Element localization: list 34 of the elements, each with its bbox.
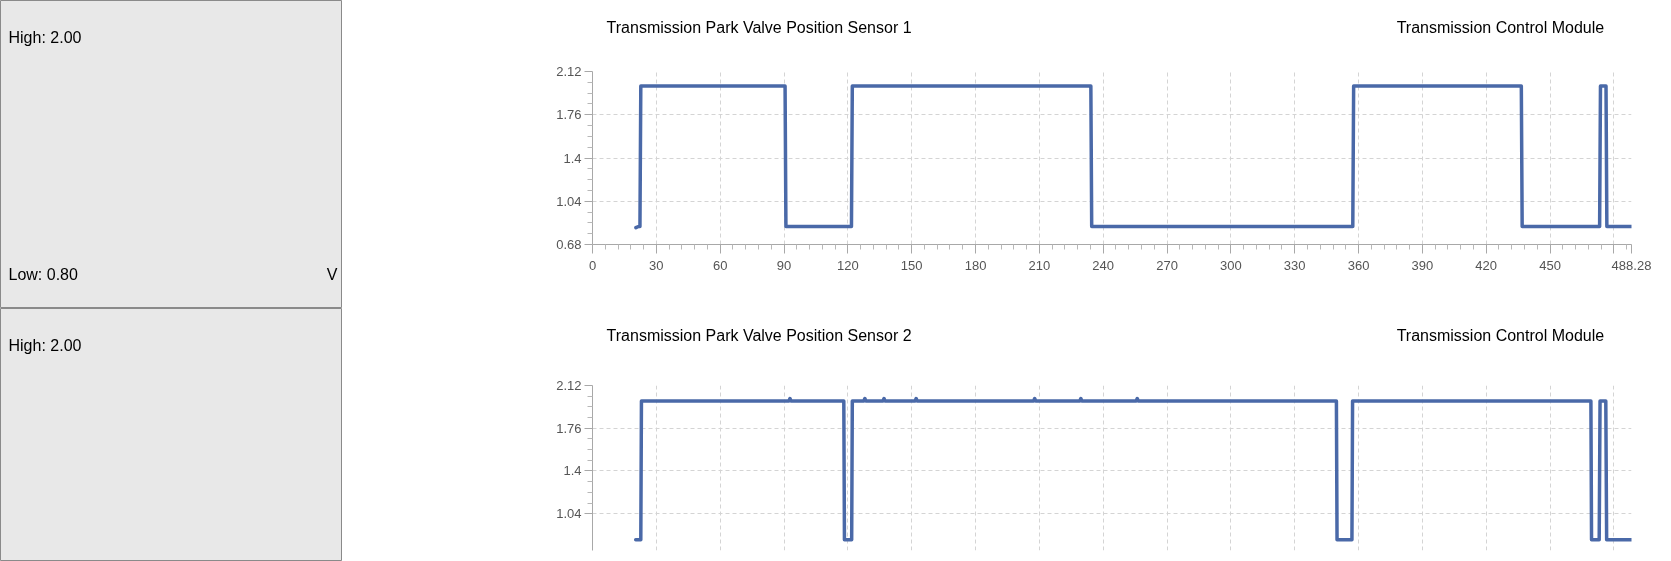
x-tick-label: 300 xyxy=(1220,257,1242,273)
y-tick-label: 0.68 xyxy=(556,237,582,252)
x-tick-label: 60 xyxy=(712,257,728,273)
x-tick-label: 390 xyxy=(1411,257,1434,273)
x-tick-label: 180 xyxy=(964,257,987,273)
x-tick-label: 120 xyxy=(837,257,859,273)
x-tick-label: 420 xyxy=(1475,257,1498,273)
text: High: 2.00 xyxy=(8,337,82,354)
x-tick-label: 330 xyxy=(1283,257,1306,273)
chart-title: Transmission Park Valve Position Sensor 2 xyxy=(606,327,912,344)
chart-subtitle: Transmission Control Module xyxy=(1396,19,1605,36)
x-tick-label: 150 xyxy=(900,257,923,273)
x-tick-label: 270 xyxy=(1156,257,1178,273)
y-tick-label: 2.12 xyxy=(556,378,582,393)
y-tick-label: 1.04 xyxy=(556,506,582,522)
chart-subtitle: Transmission Control Module xyxy=(1396,327,1605,344)
text: High: 2.00 xyxy=(8,29,82,46)
x-tick-label: 0 xyxy=(588,257,597,273)
y-tick-label: 1.76 xyxy=(556,107,582,123)
y-tick-label: 1.4 xyxy=(563,150,582,166)
chart-title: Transmission Park Valve Position Sensor 1 xyxy=(606,19,912,36)
x-tick-label: 30 xyxy=(649,257,664,273)
x-tick-label: 210 xyxy=(1028,257,1051,273)
x-tick-label: 90 xyxy=(776,257,792,273)
x-tick-label: 360 xyxy=(1347,257,1370,273)
y-tick-label: 2.12 xyxy=(556,64,582,79)
y-axis-title: V xyxy=(326,266,338,283)
x-tick-label: 450 xyxy=(1539,257,1561,273)
y-tick-label: 1.04 xyxy=(556,193,582,209)
text: Low: 0.80 xyxy=(8,266,78,283)
x-tick-label: 240 xyxy=(1092,257,1115,273)
x-tick-label: 488.28 xyxy=(1611,257,1652,273)
y-tick-label: 1.4 xyxy=(563,463,582,479)
y-tick-label: 1.76 xyxy=(556,420,582,436)
